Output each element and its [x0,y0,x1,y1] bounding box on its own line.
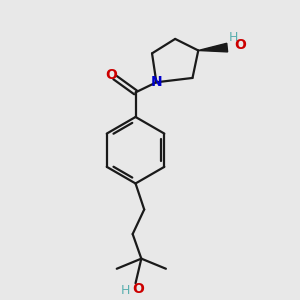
Text: H: H [121,284,130,297]
Text: O: O [133,282,144,296]
Text: O: O [234,38,246,52]
Text: O: O [105,68,117,82]
Polygon shape [198,43,228,52]
Text: N: N [151,75,162,89]
Text: H: H [229,31,238,44]
